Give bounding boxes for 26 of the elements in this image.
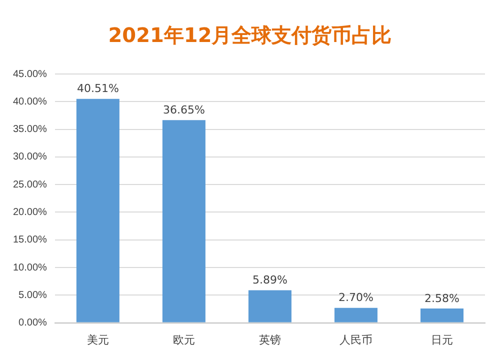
x-tick-label: 英镑 [258,333,281,346]
x-tick-label: 日元 [430,334,453,346]
y-tick-label: 20.00% [12,206,48,218]
bar [420,308,464,322]
x-tick-label: 欧元 [172,334,195,346]
bar [162,120,206,322]
y-tick-label: 0.00% [18,318,48,329]
x-tick-label: 人民币 [339,333,372,346]
y-tick-label: 15.00% [12,234,48,246]
y-tick-label: 10.00% [12,262,48,274]
bar [334,308,378,322]
y-tick-label: 25.00% [12,179,48,190]
data-label: 40.51% [76,82,119,96]
y-tick-label: 35.00% [12,124,48,136]
y-tick-label: 45.00% [12,68,48,80]
x-tick-label: 美元 [86,333,109,346]
y-tick-label: 40.00% [12,96,48,108]
data-label: 5.89% [252,274,288,287]
data-label: 2.70% [338,291,374,304]
y-tick-label: 5.00% [18,290,48,301]
data-label: 2.58% [424,292,460,305]
bar [76,98,120,322]
bar [248,290,292,322]
y-tick-label: 30.00% [12,152,48,163]
chart-title: 2021年12月全球支付货币占比 [107,22,393,49]
data-label: 36.65% [162,104,205,117]
